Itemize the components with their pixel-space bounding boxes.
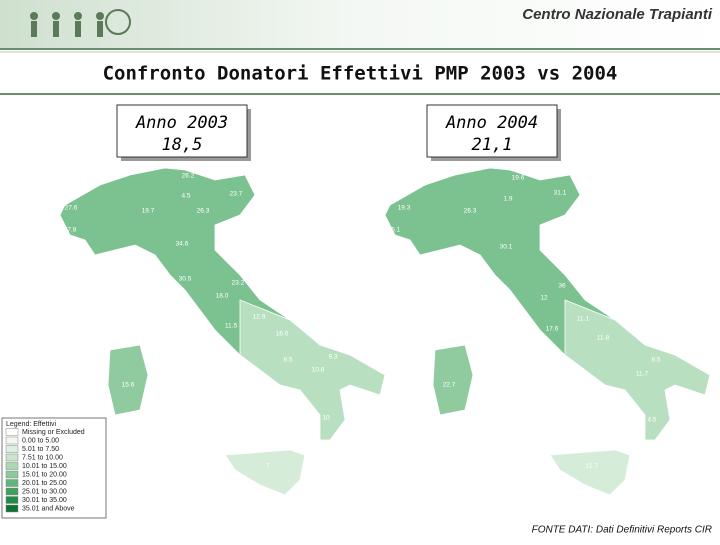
region-value: 17.6 xyxy=(546,326,559,333)
region-value: 22.7 xyxy=(443,382,456,389)
legend-item: 35.01 and Above xyxy=(22,505,75,512)
legend-item: 0.00 to 5.00 xyxy=(22,437,59,444)
region-value: 11.5 xyxy=(225,323,238,330)
region-value: 26.3 xyxy=(464,208,477,215)
year-label: Anno 2003 xyxy=(135,113,228,133)
region-value: 11.1 xyxy=(577,316,590,323)
region-value: 8.5 xyxy=(651,357,660,364)
region-value: 36.3 xyxy=(476,278,489,285)
region-value: 19.6 xyxy=(512,175,525,182)
slide-title: Confronto Donatori Effettivi PMP 2003 vs… xyxy=(103,63,618,85)
year-value: 18,5 xyxy=(162,135,203,155)
legend-swatch xyxy=(5,504,19,513)
year-label: Anno 2004 xyxy=(445,113,538,133)
legend-swatch xyxy=(5,487,19,496)
region-value: 30.1 xyxy=(500,244,513,251)
region-value: 19.7 xyxy=(142,208,155,215)
legend-item: 25.01 to 30.00 xyxy=(22,488,67,495)
legend-swatch xyxy=(5,453,19,462)
region-value: 19.3 xyxy=(398,205,411,212)
legend-swatch xyxy=(5,496,19,504)
region-value: 8.5 xyxy=(283,357,292,364)
region-value: 25.1 xyxy=(388,227,401,234)
legend-item: 15.01 to 20.00 xyxy=(22,471,67,478)
region-value: 15.6 xyxy=(122,382,135,389)
legend-swatch xyxy=(5,428,19,436)
legend-swatch xyxy=(5,470,19,479)
region-value: 27.8 xyxy=(64,227,77,234)
region-value: 9.3 xyxy=(328,354,337,361)
legend-item: 5.01 to 7.50 xyxy=(22,446,59,453)
region-value: 7 xyxy=(266,463,270,470)
logo xyxy=(30,9,131,37)
region-value: 27.6 xyxy=(65,205,78,212)
legend-item: 30.01 to 35.00 xyxy=(22,497,67,504)
year-box xyxy=(426,104,558,158)
year-value: 21,1 xyxy=(472,135,513,155)
year-box xyxy=(116,104,248,158)
region-value: 26.3 xyxy=(197,208,210,215)
region-value: 36 xyxy=(558,283,566,290)
region-value: 11.7 xyxy=(636,371,649,378)
region-value: 11.7 xyxy=(586,463,599,470)
footer-source: FONTE DATI: Dati Definitivi Reports CIR xyxy=(532,525,712,536)
legend-box xyxy=(1,417,107,519)
region-value: 18.0 xyxy=(216,293,229,300)
legend-swatch xyxy=(5,445,19,453)
legend-swatch xyxy=(5,436,19,445)
legend-item: 20.01 to 25.00 xyxy=(22,480,67,487)
legend-item: 10.01 to 15.00 xyxy=(22,463,67,470)
region-value: 31.1 xyxy=(554,190,567,197)
region-value: 10.8 xyxy=(312,367,325,374)
header-band xyxy=(0,0,720,48)
header-title: Centro Nazionale Trapianti xyxy=(522,6,713,23)
region-value: 4.5 xyxy=(181,193,190,200)
region-value: 23.2 xyxy=(232,280,245,287)
legend-item: Missing or Excluded xyxy=(22,429,85,436)
region-value: 11.8 xyxy=(597,335,610,342)
legend-item: 7.51 to 10.00 xyxy=(22,454,63,461)
region-value: 26.2 xyxy=(182,173,195,180)
region-value: 4.5 xyxy=(647,417,656,424)
region-value: 18.8 xyxy=(114,251,127,258)
legend-title: Legend: Effettivi xyxy=(6,421,57,428)
region-value: 16.0 xyxy=(276,331,289,338)
region-value: 30.5 xyxy=(179,276,192,283)
region-value: 34.6 xyxy=(176,241,189,248)
region-value: 10 xyxy=(322,415,330,422)
legend-swatch xyxy=(5,479,19,487)
legend-swatch xyxy=(5,462,19,470)
region-value: 12 xyxy=(540,295,548,302)
region-value: 1.9 xyxy=(503,196,512,203)
region-value: 12.9 xyxy=(253,314,266,321)
region-value: 23.7 xyxy=(230,191,243,198)
